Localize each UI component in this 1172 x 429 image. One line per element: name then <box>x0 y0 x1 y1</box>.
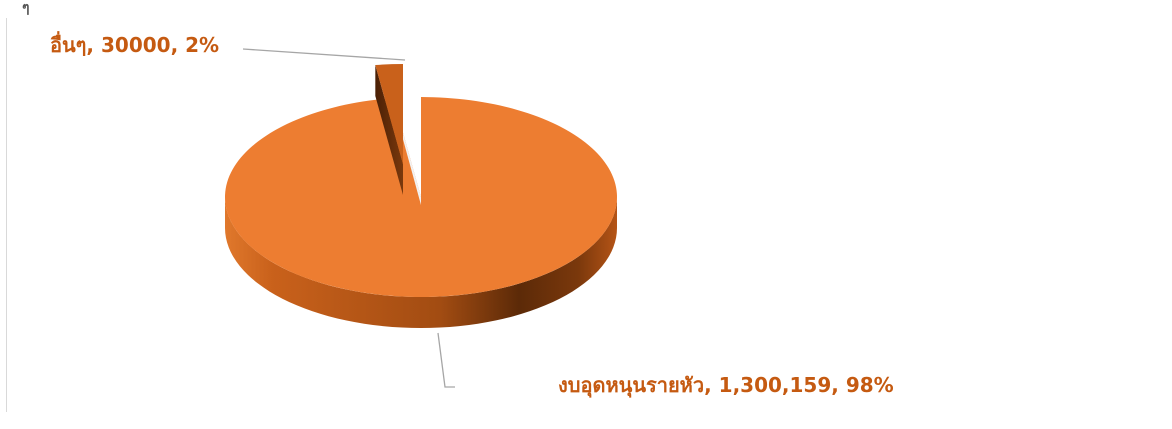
leader-line-งบอุดหนุนรายหัว <box>437 332 455 388</box>
labels-layer: อื่นๆ, 30000, 2% งบอุดหนุนรายหัว, 1,300,1… <box>50 30 894 398</box>
data-label-งบอุดหนุนรายหัว: งบอุดหนุนรายหัว, 1,300,159, 98% <box>558 373 894 398</box>
slices-layer <box>225 64 617 328</box>
leaders-layer <box>242 48 455 388</box>
pie-slice-wall-อื่นๆ <box>375 65 403 195</box>
corner-mark: ๆ <box>22 0 30 16</box>
pie-slice-อื่นๆ <box>375 64 403 164</box>
pie-slice-side-งบอุดหนุนรายหัว <box>225 197 617 328</box>
leader-line-อื่นๆ <box>242 48 406 61</box>
data-label-อื่นๆ: อื่นๆ, 30000, 2% <box>50 30 219 57</box>
